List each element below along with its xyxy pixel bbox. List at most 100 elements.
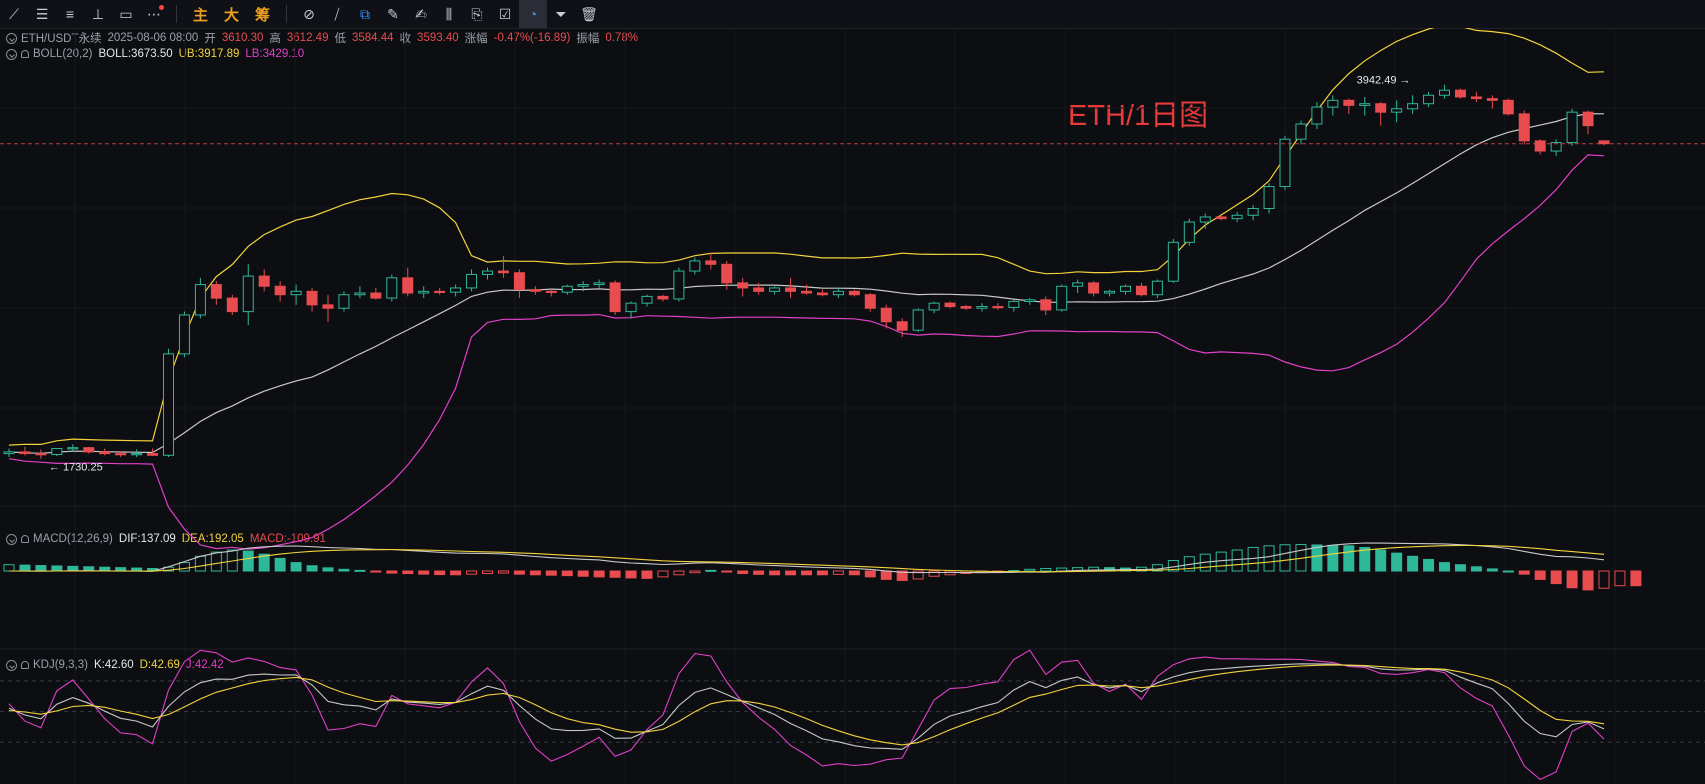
candle-body [513,272,525,291]
candle-body [35,453,47,456]
candle-body [1120,285,1131,292]
candle-body [785,287,797,292]
notification-dot [159,5,164,10]
candle-body [577,284,589,287]
candle-body [1534,140,1546,152]
candle-body [147,453,159,456]
macd-histogram-bar [19,564,31,572]
candle-body [1088,282,1100,294]
change-label: 涨幅 [464,33,488,45]
macd-histogram-bar [338,568,350,572]
text-tool-button-1[interactable]: 大 [223,6,239,24]
boll-lower-line [8,154,1605,550]
chart-watermark: ETH/1日图 [1068,100,1209,132]
candle-body [354,292,366,296]
collapse-icon[interactable] [6,48,17,60]
candle-body [1518,113,1530,142]
candle-body [1486,98,1498,101]
fib-lines-icon[interactable]: ≡ [65,6,75,22]
indicator-icon[interactable]: ⊘ [303,5,315,22]
draw-tool-icon[interactable]: ⧸ [334,5,340,22]
high-price-annotation: 3942.49 → [1357,75,1411,87]
text-tool-button-0[interactable]: 主 [192,6,208,24]
candle-body [115,453,127,456]
horizontal-line-icon[interactable]: ⊥ [91,5,105,22]
trash-icon[interactable]: 🗑 [580,5,598,22]
dea-line [9,544,1605,573]
macd-histogram-bar [1566,570,1578,589]
candle-body [1135,285,1147,296]
macd-histogram-bar [1407,555,1419,572]
rectangle-icon[interactable]: ▭ [119,5,133,22]
candle-body [290,290,302,296]
candle-body [737,282,749,289]
collapse-icon[interactable] [6,533,17,545]
candle-body [1423,94,1435,105]
candle-body [864,294,876,309]
price-legend: ETH/USDT永续 2025-08-06 08:00 开 3610.30 高 36… [6,30,644,46]
candle-body [801,290,812,294]
kdj-d-line [8,664,1605,746]
candle-body [1327,99,1339,108]
open-label: 开 [204,33,216,45]
macd-histogram-bar [673,570,685,576]
candle-body [1247,208,1259,216]
macd-histogram-bar [258,553,270,572]
bell-icon[interactable] [21,661,29,669]
candle-body [593,282,605,286]
macd-histogram-bar [593,570,605,578]
chart-canvas[interactable]: 3942.49 → ← 1730.25 [0,28,1705,784]
candle-body [1167,241,1179,282]
macd-histogram-bar [450,570,462,576]
macd-histogram-bar [641,570,653,579]
macd-histogram-bar [386,570,398,574]
collapse-icon[interactable] [6,32,17,44]
macd-histogram-bar [434,570,446,576]
candle-body [19,451,31,455]
candle-body [721,263,733,284]
macd-histogram-bar [1391,552,1403,572]
macd-histogram-bar [1518,570,1530,575]
candle-body [3,451,15,455]
amplitude-value: 0.78% [605,32,638,44]
candle-body [163,353,174,456]
dif-value: DIF:137.09 [118,533,176,545]
parallel-lines-icon[interactable]: ☰ [35,5,49,22]
filter-icon[interactable]: ⏷ [555,5,567,22]
more-icon[interactable]: ⋯ [140,0,168,28]
bell-icon[interactable] [21,535,29,543]
candle-body [482,270,493,275]
candle-body [689,260,701,272]
candle-body [1582,111,1594,127]
candle-body [418,290,430,294]
open-value: 3610.30 [221,32,264,44]
trend-line-icon[interactable]: ⟋ [9,5,19,22]
candle-body [1072,282,1084,287]
ruler-icon[interactable]: ✎ [387,5,399,22]
candle-body [912,309,924,331]
edit-icon[interactable]: ☑ [498,5,512,22]
candle-body [545,290,557,294]
bell-icon[interactable] [21,50,29,58]
macd-histogram-bar [561,570,573,577]
pen-icon[interactable]: ✍ [415,5,427,22]
collapse-icon[interactable] [6,659,17,671]
macd-histogram-bar [1247,546,1259,572]
macd-histogram-bar [785,570,797,576]
candle-body [194,284,206,316]
delete-drawing-icon[interactable]: ⎘ [471,5,483,22]
macd-histogram-bar [1375,549,1387,572]
candle-body [976,306,988,309]
candle-settings-icon[interactable]: ⫼ [445,5,453,22]
macd-histogram-bar [51,565,63,572]
candle-body [51,448,63,455]
magnet-icon[interactable]: ◔ [519,0,547,28]
candle-body [1199,216,1211,223]
copy-icon[interactable]: ⧉ [360,5,370,22]
candle-body [1215,216,1227,220]
candle-body [497,270,509,274]
text-tool-button-2[interactable]: 筹 [254,6,270,24]
macd-histogram-bar [545,570,557,576]
low-label: 低 [334,33,346,45]
macd-histogram-bar [1454,564,1466,572]
